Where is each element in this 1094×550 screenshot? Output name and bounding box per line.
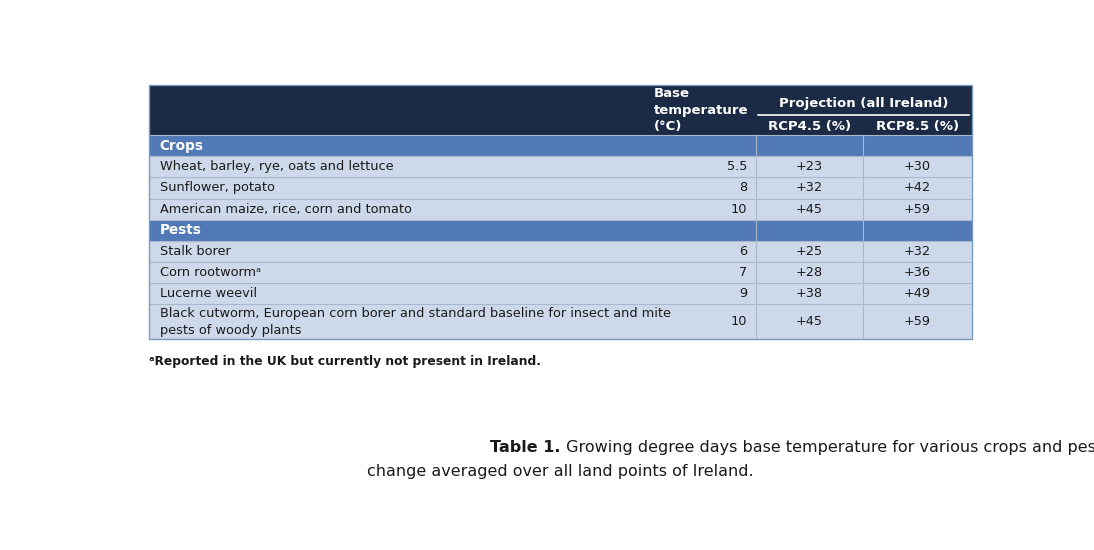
Text: 5.5: 5.5: [726, 160, 747, 173]
Text: Table 1.: Table 1.: [490, 439, 560, 454]
Bar: [150, 135, 971, 156]
Text: Projection (all Ireland): Projection (all Ireland): [779, 97, 948, 110]
Text: 8: 8: [738, 182, 747, 195]
Text: +42: +42: [904, 182, 931, 195]
Bar: [150, 85, 971, 135]
Bar: [150, 241, 971, 262]
Text: +23: +23: [796, 160, 823, 173]
Text: Pests: Pests: [160, 223, 201, 237]
Text: RCP8.5 (%): RCP8.5 (%): [876, 120, 959, 133]
Text: +32: +32: [796, 182, 823, 195]
Text: 6: 6: [738, 245, 747, 258]
Text: Growing degree days base temperature for various crops and pests, and mid-centur: Growing degree days base temperature for…: [560, 439, 1094, 454]
Text: +45: +45: [796, 202, 823, 216]
Text: Wheat, barley, rye, oats and lettuce: Wheat, barley, rye, oats and lettuce: [160, 160, 393, 173]
Text: +36: +36: [904, 266, 931, 279]
Bar: [150, 156, 971, 178]
Text: Corn rootwormᵃ: Corn rootwormᵃ: [160, 266, 260, 279]
Bar: [150, 220, 971, 241]
Text: +25: +25: [796, 245, 823, 258]
Text: +59: +59: [904, 202, 931, 216]
Text: Sunflower, potato: Sunflower, potato: [160, 182, 275, 195]
Text: Base
temperature
(°C): Base temperature (°C): [654, 87, 748, 133]
Bar: [150, 85, 971, 339]
Text: +49: +49: [904, 287, 931, 300]
Text: Crops: Crops: [160, 139, 203, 152]
Text: +28: +28: [796, 266, 823, 279]
Text: Stalk borer: Stalk borer: [160, 245, 231, 258]
Text: +38: +38: [796, 287, 823, 300]
Bar: [150, 305, 971, 339]
Text: 10: 10: [731, 315, 747, 328]
Text: Lucerne weevil: Lucerne weevil: [160, 287, 257, 300]
Text: +32: +32: [904, 245, 931, 258]
Text: 10: 10: [731, 202, 747, 216]
Text: +30: +30: [904, 160, 931, 173]
Text: +45: +45: [796, 315, 823, 328]
Text: change averaged over all land points of Ireland.: change averaged over all land points of …: [368, 464, 754, 479]
Text: 7: 7: [738, 266, 747, 279]
Text: American maize, rice, corn and tomato: American maize, rice, corn and tomato: [160, 202, 411, 216]
Text: +59: +59: [904, 315, 931, 328]
Bar: [150, 199, 971, 220]
Text: Black cutworm, European corn borer and standard baseline for insect and mite
pes: Black cutworm, European corn borer and s…: [160, 307, 671, 337]
Text: ᵃReported in the UK but currently not present in Ireland.: ᵃReported in the UK but currently not pr…: [150, 355, 542, 368]
Bar: [150, 262, 971, 283]
Bar: [150, 283, 971, 305]
Bar: [150, 178, 971, 199]
Text: 9: 9: [738, 287, 747, 300]
Text: RCP4.5 (%): RCP4.5 (%): [768, 120, 851, 133]
